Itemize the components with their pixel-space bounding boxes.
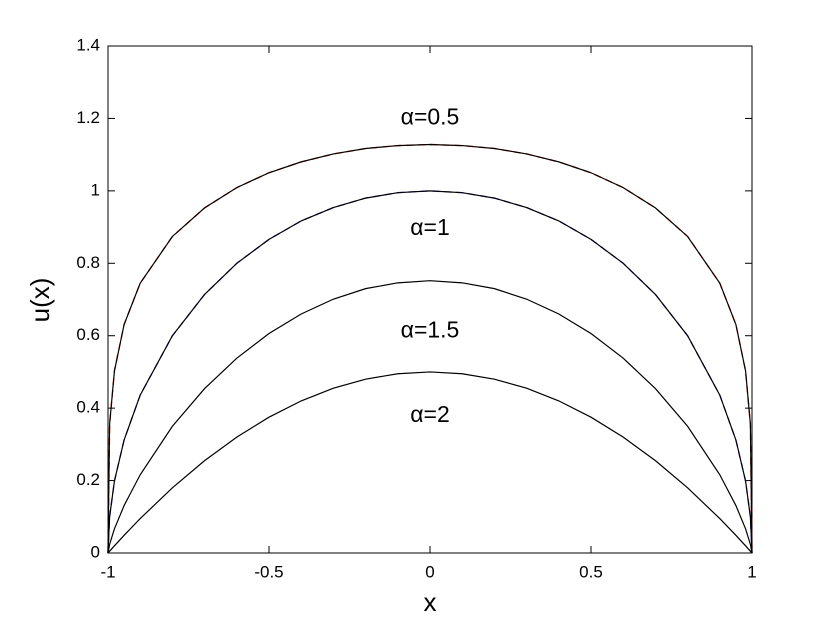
curve bbox=[107, 280, 753, 554]
x-tick-label: -1 bbox=[100, 562, 115, 581]
y-tick-label: 0 bbox=[91, 542, 100, 561]
curve-label: α=1 bbox=[410, 214, 450, 240]
x-tick-label: 0.5 bbox=[579, 562, 603, 581]
x-tick-label: 0 bbox=[425, 562, 434, 581]
curve bbox=[107, 143, 753, 554]
curve bbox=[107, 371, 753, 554]
y-tick-label: 0.2 bbox=[76, 470, 100, 489]
curve-label: α=0.5 bbox=[401, 104, 460, 130]
curve bbox=[107, 190, 753, 554]
curve-label: α=2 bbox=[410, 401, 450, 427]
x-tick-label: 1 bbox=[747, 562, 756, 581]
x-axis-label: x bbox=[424, 587, 437, 617]
y-tick-label: 0.4 bbox=[76, 398, 100, 417]
y-axis-label: u(x) bbox=[25, 278, 55, 323]
y-tick-label: 0.6 bbox=[76, 325, 100, 344]
x-tick-label: -0.5 bbox=[254, 562, 283, 581]
y-tick-label: 1 bbox=[91, 180, 100, 199]
y-tick-label: 0.8 bbox=[76, 253, 100, 272]
curve-label: α=1.5 bbox=[401, 317, 460, 343]
y-tick-label: 1.4 bbox=[76, 35, 100, 54]
curve bbox=[107, 143, 753, 554]
y-tick-label: 1.2 bbox=[76, 108, 100, 127]
